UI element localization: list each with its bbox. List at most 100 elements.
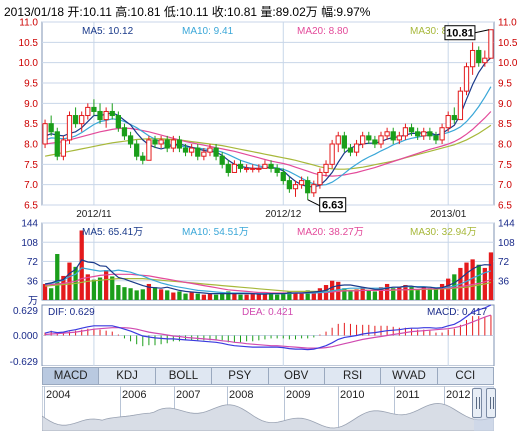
candle-body xyxy=(445,115,451,129)
candle-body xyxy=(390,131,396,141)
price-axis-left-label: 8.0 xyxy=(24,140,38,151)
volume-bar xyxy=(311,291,316,300)
candle-body xyxy=(79,115,85,125)
volume-bar xyxy=(134,290,139,300)
volume-bar xyxy=(55,254,60,300)
volume-bar xyxy=(201,294,207,300)
tab-rsi[interactable]: RSI xyxy=(325,368,382,384)
volume-bar xyxy=(354,289,359,300)
price-axis-left-label: 11.0 xyxy=(19,18,38,29)
low-annotation-label: 6.63 xyxy=(322,200,343,212)
candle-body xyxy=(396,135,402,141)
volume-bar xyxy=(128,288,133,300)
candle-body xyxy=(353,143,360,153)
volume-bar xyxy=(342,288,347,300)
price-axis-right-label: 7.5 xyxy=(498,160,512,171)
candle-body xyxy=(146,139,152,161)
overview-year-label: 2012 xyxy=(446,389,470,401)
tab-psy[interactable]: PSY xyxy=(212,368,269,384)
candle-body xyxy=(256,167,262,170)
candle-body xyxy=(72,115,79,125)
candle-body xyxy=(60,139,67,157)
legend-macd-value: MACD: 0.417 xyxy=(427,307,487,318)
candle-body xyxy=(243,167,250,170)
range-handle-right[interactable] xyxy=(486,388,496,418)
volume-bar xyxy=(140,289,145,300)
overview-year-label: 2011 xyxy=(396,389,420,401)
candle-body xyxy=(85,106,91,117)
price-axis-right-label: 8.0 xyxy=(498,140,512,151)
volume-bar xyxy=(183,293,188,300)
candle-body xyxy=(317,171,323,186)
volume-bar xyxy=(42,283,48,300)
volume-ma5-line xyxy=(44,259,491,295)
tab-obv[interactable]: OBV xyxy=(269,368,325,384)
range-handle-left[interactable] xyxy=(472,388,482,418)
volume-bar xyxy=(244,294,249,300)
volume-bar xyxy=(49,288,54,300)
candle-body xyxy=(109,110,115,117)
candle-body xyxy=(311,184,317,194)
candle-body xyxy=(341,135,347,149)
legend-price-ma30: MA30: 8.46 xyxy=(410,26,462,37)
price-x-tick-label: 2013/01 xyxy=(430,209,467,220)
candle-body xyxy=(323,163,329,173)
tab-wvad[interactable]: WVAD xyxy=(381,368,438,384)
candle-body xyxy=(66,115,73,141)
volume-bar xyxy=(220,292,225,300)
volume-ma20-line xyxy=(45,273,492,294)
tab-macd[interactable]: MACD xyxy=(43,368,100,384)
indicator-tabs: MACD KDJ BOLL PSY OBV RSI WVAD CCI xyxy=(42,367,494,385)
volume-bar xyxy=(232,293,237,300)
price-axis-right-label: 7.0 xyxy=(498,180,512,191)
price-axis-left-label: 8.5 xyxy=(24,119,38,130)
macd-axis-label: 0.629 xyxy=(13,306,38,317)
volume-bar xyxy=(158,289,164,300)
legend-volume-ma10: MA10: 54.51万 xyxy=(182,227,249,238)
volume-bar xyxy=(189,292,194,300)
legend-macd-dif: DIF: 0.629 xyxy=(48,307,95,318)
legend-volume-ma5: MA5: 65.41万 xyxy=(82,227,143,238)
volume-bar xyxy=(287,291,292,300)
price-axis-left-label: 10.0 xyxy=(19,58,39,69)
overview-navigator[interactable]: 2004 2006 2007 2008 2009 2010 2011 2012 xyxy=(42,386,494,431)
quote-header: 2013/01/18 开:10.11 高:10.81 低:10.11 收:10.… xyxy=(4,5,371,19)
volume-bar xyxy=(79,230,84,300)
volume-bar xyxy=(207,293,213,300)
low-annotation-box xyxy=(319,197,347,213)
price-axis-left-label: 9.5 xyxy=(24,79,38,90)
price-panel-frame xyxy=(41,21,495,206)
candle-body xyxy=(488,29,494,59)
volume-bar xyxy=(262,292,268,300)
candle-body xyxy=(292,184,299,190)
tab-boll[interactable]: BOLL xyxy=(156,368,213,384)
candle-body xyxy=(335,135,341,145)
candle-body xyxy=(231,163,238,173)
candle-body xyxy=(158,139,164,145)
overview-year-label: 2007 xyxy=(176,389,200,401)
volume-bar xyxy=(281,293,286,300)
tab-kdj[interactable]: KDJ xyxy=(99,368,156,384)
candle-body xyxy=(280,171,286,182)
legend-price-ma20: MA20: 8.80 xyxy=(297,26,349,37)
candle-body xyxy=(433,135,439,141)
candle-body xyxy=(262,163,268,169)
candle-body xyxy=(103,110,109,121)
volume-bar xyxy=(372,291,378,300)
volume-bar xyxy=(238,294,243,300)
candle-body xyxy=(286,180,293,190)
candle-body xyxy=(268,163,274,169)
candle-body xyxy=(219,155,225,165)
candle-body xyxy=(463,66,470,92)
overview-year-label: 2006 xyxy=(122,389,146,401)
overview-year-label: 2009 xyxy=(286,389,310,401)
candle-body xyxy=(347,147,354,153)
candle-body xyxy=(195,147,201,157)
candle-body xyxy=(408,127,415,133)
volume-bar xyxy=(146,283,152,300)
price-axis-left-label: 10.5 xyxy=(19,38,39,49)
candle-body xyxy=(482,57,488,64)
volume-bar xyxy=(366,290,371,300)
tab-cci[interactable]: CCI xyxy=(455,370,476,382)
candle-body xyxy=(439,127,445,141)
